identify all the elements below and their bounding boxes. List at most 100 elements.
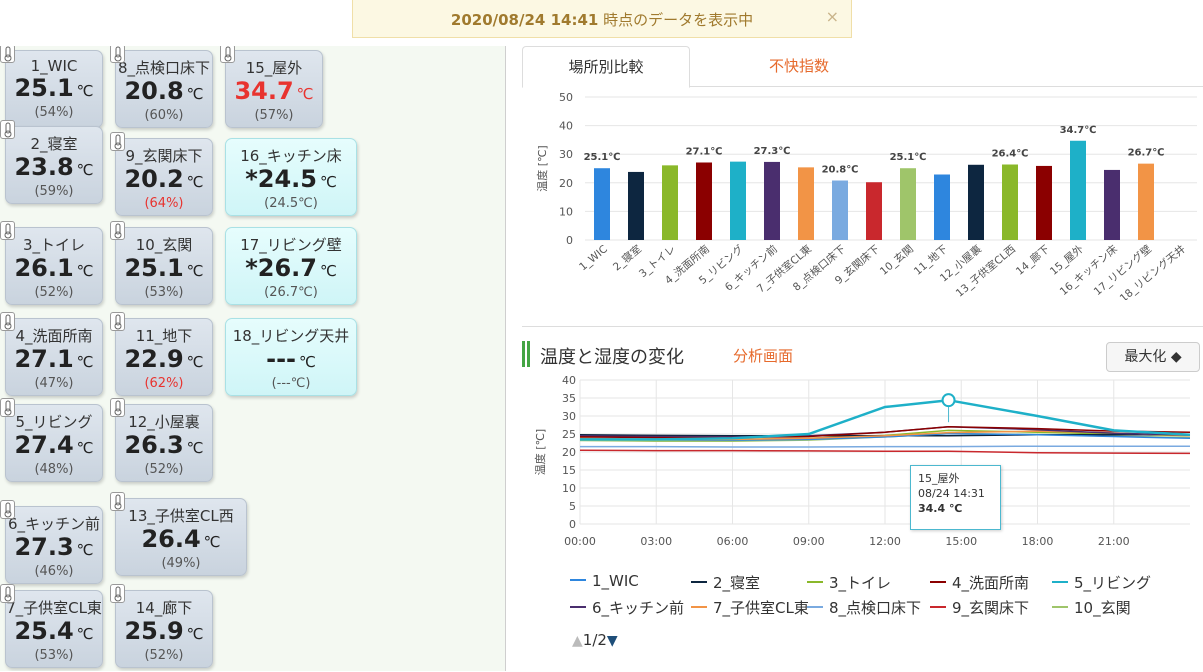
- thermometer-icon[interactable]: [110, 132, 125, 151]
- tooltip-time: 08/24 14:31: [918, 487, 985, 500]
- page-up-icon[interactable]: ▲: [572, 633, 583, 649]
- legend-item[interactable]: 9_玄関床下: [930, 597, 1029, 618]
- sensor-temp-unit: ℃: [76, 439, 94, 457]
- sensor-tile[interactable]: 13_子供室CL西 26.4 ℃ (49%): [115, 498, 247, 576]
- thermometer-icon[interactable]: [110, 398, 125, 417]
- sensor-temp-value: 34.7: [234, 77, 294, 105]
- bar: [968, 164, 984, 240]
- hover-marker: [941, 393, 956, 408]
- sensor-tile[interactable]: 1_WIC 25.1 ℃ (54%): [5, 50, 103, 128]
- bar: [1002, 164, 1018, 240]
- bar-data-label: 27.1℃: [686, 146, 723, 157]
- sensor-tile[interactable]: 4_洗面所南 27.1 ℃ (47%): [5, 318, 103, 396]
- thermometer-icon[interactable]: [0, 312, 15, 331]
- sensor-temp-value: 26.3: [124, 431, 184, 459]
- location-bar-chart: 50 40 30 20 10 0 温度 [℃] 25.1℃ 1_WIC 2_寝室 3_トイレ 27.1…: [522, 87, 1203, 305]
- series-line: [580, 445, 1190, 448]
- sensor-temp-value: 26.1: [14, 254, 74, 282]
- data-timestamp-banner: 2020/08/24 14:41 時点のデータを表示中 ×: [352, 0, 852, 38]
- sensor-temp-value: 25.1: [14, 74, 74, 102]
- sensor-name: 2_寝室: [30, 135, 78, 153]
- sensor-tile[interactable]: 7_子供室CL東 25.4 ℃ (53%): [5, 590, 103, 668]
- x-tick-label: 15:00: [945, 535, 977, 548]
- thermometer-icon[interactable]: [0, 584, 15, 603]
- legend-swatch: [1052, 605, 1068, 608]
- sensor-name: 5_リビング: [15, 413, 93, 431]
- y-tick-label: 5: [569, 500, 576, 513]
- sensor-temp: 20.2 ℃: [116, 166, 212, 195]
- sensor-name: 10_玄関: [135, 236, 193, 254]
- section-marker: [522, 341, 530, 367]
- sensor-tile[interactable]: 9_玄関床下 20.2 ℃ (64%): [115, 138, 213, 216]
- sensor-tile[interactable]: 16_キッチン床 *24.5 ℃ (24.5℃): [225, 138, 357, 216]
- legend-item[interactable]: 8_点検口床下: [807, 597, 921, 618]
- thermometer-icon[interactable]: [220, 46, 235, 63]
- legend-item[interactable]: 4_洗面所南: [930, 572, 1029, 593]
- y-tick-label: 35: [562, 392, 576, 405]
- legend-item[interactable]: 3_トイレ: [807, 572, 891, 593]
- thermometer-icon[interactable]: [0, 398, 15, 417]
- sensor-tile[interactable]: 11_地下 22.9 ℃ (62%): [115, 318, 213, 396]
- chart-tabs: 場所別比較 不快指数: [522, 46, 1203, 88]
- y-tick-label: 25: [562, 428, 576, 441]
- sensor-temp-unit: ℃: [186, 262, 204, 280]
- thermometer-icon[interactable]: [110, 492, 125, 511]
- section-title: 温度と湿度の変化: [540, 347, 684, 368]
- thermometer-icon[interactable]: [110, 46, 125, 63]
- thermometer-icon[interactable]: [0, 46, 15, 63]
- thermometer-icon[interactable]: [110, 584, 125, 603]
- sensor-name: 11_地下: [135, 327, 193, 345]
- x-tick-label: 00:00: [564, 535, 596, 548]
- legend-swatch: [691, 605, 707, 608]
- sensor-name: 17_リビング壁: [240, 236, 342, 254]
- thermometer-icon[interactable]: [0, 120, 15, 139]
- sensor-tile[interactable]: 14_廊下 25.9 ℃ (52%): [115, 590, 213, 668]
- sensor-tile[interactable]: 6_キッチン前 27.3 ℃ (46%): [5, 506, 103, 584]
- sensor-tile[interactable]: 17_リビング壁 *26.7 ℃ (26.7℃): [225, 227, 357, 305]
- sensor-humidity: (53%): [144, 285, 184, 300]
- page-down-icon[interactable]: ▼: [606, 633, 618, 649]
- sensor-temp-value: 25.9: [124, 617, 184, 645]
- sensor-tile[interactable]: 2_寝室 23.8 ℃ (59%): [5, 126, 103, 204]
- bar: [628, 171, 644, 240]
- thermometer-icon[interactable]: [0, 221, 15, 240]
- x-tick-label: 18:00: [1022, 535, 1054, 548]
- sensor-tile[interactable]: 10_玄関 25.1 ℃ (53%): [115, 227, 213, 305]
- tab-discomfort-index[interactable]: 不快指数: [768, 57, 829, 75]
- sensor-temp: 25.9 ℃: [116, 618, 212, 647]
- bar: [1104, 169, 1120, 240]
- legend-item[interactable]: 6_キッチン前: [570, 597, 684, 618]
- sensor-humidity: (26.7℃): [264, 285, 318, 300]
- sensor-tile[interactable]: 3_トイレ 26.1 ℃ (52%): [5, 227, 103, 305]
- legend-item[interactable]: 2_寝室: [691, 572, 760, 593]
- bar: [798, 167, 814, 240]
- thermometer-icon[interactable]: [110, 221, 125, 240]
- legend-label: 4_洗面所南: [952, 574, 1030, 592]
- legend-item[interactable]: 10_玄関: [1052, 597, 1131, 618]
- thermometer-icon[interactable]: [0, 500, 15, 519]
- sensor-temp: 34.7 ℃: [226, 78, 322, 107]
- tab-location-comparison[interactable]: 場所別比較: [522, 46, 690, 88]
- bar-data-label: 25.1℃: [584, 152, 621, 163]
- legend-item[interactable]: 7_子供室CL東: [691, 597, 809, 618]
- sensor-tile[interactable]: 15_屋外 34.7 ℃ (57%): [225, 50, 323, 128]
- sensor-name: 12_小屋裏: [128, 413, 200, 431]
- bar: [832, 180, 848, 240]
- close-icon[interactable]: ×: [825, 7, 839, 26]
- legend-item[interactable]: 1_WIC: [570, 572, 639, 590]
- legend-item[interactable]: 5_リビング: [1052, 572, 1151, 593]
- sensor-tile[interactable]: 18_リビング天井 --- ℃ (---℃): [225, 318, 357, 396]
- sensor-humidity: (24.5℃): [264, 196, 318, 211]
- sensor-tile[interactable]: 5_リビング 27.4 ℃ (48%): [5, 404, 103, 482]
- x-tick-label: 03:00: [640, 535, 672, 548]
- series-line: [580, 398, 1191, 441]
- sensor-tile[interactable]: 8_点検口床下 20.8 ℃ (60%): [115, 50, 213, 128]
- sensor-name: 18_リビング天井: [232, 327, 350, 345]
- bar-data-label: 25.1℃: [890, 152, 927, 163]
- sensor-tile[interactable]: 12_小屋裏 26.3 ℃ (52%): [115, 404, 213, 482]
- sensor-humidity: (49%): [161, 556, 201, 571]
- thermometer-icon[interactable]: [110, 312, 125, 331]
- maximize-button[interactable]: 最大化 ◆: [1106, 342, 1200, 372]
- sensor-humidity: (54%): [34, 105, 74, 120]
- analysis-link[interactable]: 分析画面: [733, 347, 794, 365]
